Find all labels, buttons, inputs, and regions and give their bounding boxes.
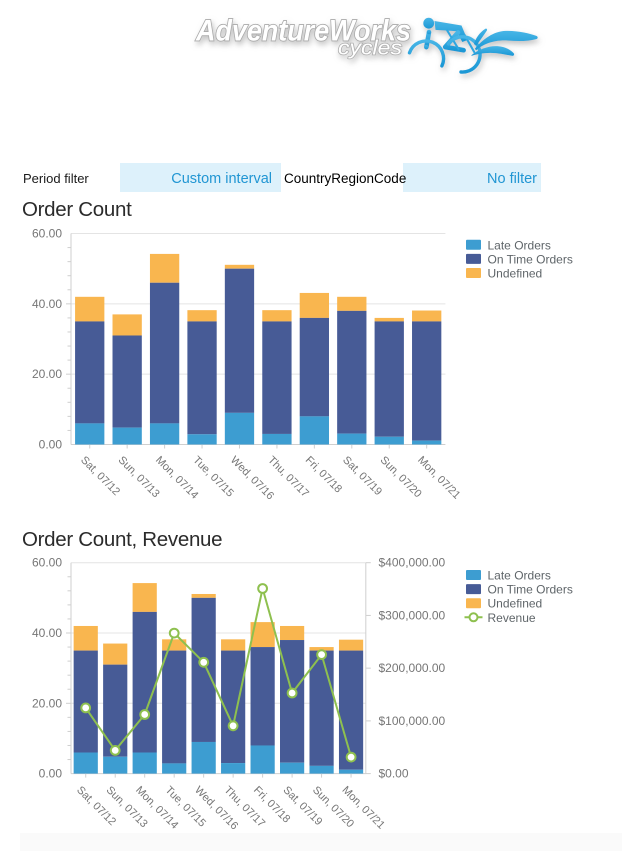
svg-text:60.00: 60.00 xyxy=(32,227,62,241)
svg-text:cycles: cycles xyxy=(338,38,402,60)
svg-text:No filter: No filter xyxy=(487,171,537,187)
svg-text:Period filter: Period filter xyxy=(23,171,89,186)
svg-text:$0.00: $0.00 xyxy=(379,767,409,781)
svg-text:$400,000.00: $400,000.00 xyxy=(379,556,446,570)
svg-text:On Time Orders: On Time Orders xyxy=(488,583,573,597)
svg-text:40.00: 40.00 xyxy=(32,297,62,311)
svg-text:20.00: 20.00 xyxy=(32,367,62,381)
svg-text:Revenue: Revenue xyxy=(488,611,536,625)
svg-text:$300,000.00: $300,000.00 xyxy=(379,608,446,622)
svg-text:0.00: 0.00 xyxy=(39,767,63,781)
svg-text:Order Count, Revenue: Order Count, Revenue xyxy=(22,528,222,551)
svg-text:$100,000.00: $100,000.00 xyxy=(379,714,446,728)
svg-text:$200,000.00: $200,000.00 xyxy=(379,661,446,675)
svg-text:0.00: 0.00 xyxy=(39,438,63,452)
svg-text:Late Orders: Late Orders xyxy=(488,238,551,252)
svg-text:40.00: 40.00 xyxy=(32,626,62,640)
svg-text:Late Orders: Late Orders xyxy=(488,569,551,583)
svg-text:Undefined: Undefined xyxy=(488,267,543,281)
svg-text:60.00: 60.00 xyxy=(32,556,62,570)
svg-text:Custom interval: Custom interval xyxy=(171,171,272,187)
svg-text:Undefined: Undefined xyxy=(488,597,543,611)
svg-text:On Time Orders: On Time Orders xyxy=(488,252,573,266)
svg-text:CountryRegionCode: CountryRegionCode xyxy=(284,171,406,186)
svg-text:AdventureWorks: AdventureWorks xyxy=(195,14,411,47)
svg-text:20.00: 20.00 xyxy=(32,696,62,710)
svg-text:Order Count: Order Count xyxy=(22,198,132,221)
